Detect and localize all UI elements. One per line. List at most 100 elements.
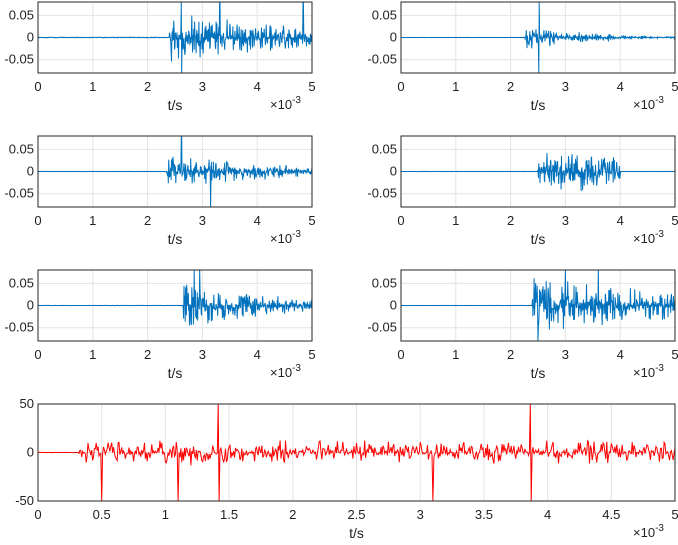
y-tick-label: -0.05 [367,52,397,67]
x-tick-label: 2 [144,79,151,94]
x-tick-label: 0 [34,213,41,228]
y-tick-label: 0 [27,164,34,179]
exponent-power: -3 [292,229,301,240]
exponent-base: ×10 [270,231,292,246]
x-tick-label: 1 [452,347,459,362]
x-tick-label: 0 [397,79,404,94]
exponent-base: ×10 [633,525,655,540]
x-tick-label: 0 [34,347,41,362]
series-line [38,404,675,501]
exponent-base: ×10 [633,231,655,246]
x-tick-label: 5 [671,213,678,228]
y-tick-label: -0.05 [4,320,34,335]
x-tick-label: 4 [254,347,261,362]
subplot-6: 0 1 2 3 4 50.050-0.05t/s ×10-3 [367,269,678,381]
series-line [38,136,312,207]
x-tick-label: 3 [562,79,569,94]
x-tick-label: 3.5 [475,507,493,522]
x-tick-label: 4 [254,79,261,94]
x-tick-label: 4 [617,347,624,362]
y-tick-label: -0.05 [4,186,34,201]
x-tick-label: 5 [308,213,315,228]
y-tick-label: 0.05 [372,141,397,156]
x-tick-label: 0.5 [93,507,111,522]
x-tick-label: 2 [507,213,514,228]
x-tick-label: 2 [507,347,514,362]
x-tick-label: 4 [617,79,624,94]
x-axis-label: t/s [349,525,364,541]
x-tick-label: 0 [397,347,404,362]
y-tick-label: 50 [20,396,34,411]
x-tick-label: 5 [308,79,315,94]
subplot-1: 0 1 2 3 4 50.050-0.05t/s ×10-3 [4,1,316,113]
x-tick-label: 2 [289,507,296,522]
x-tick-label: 4 [254,213,261,228]
x-tick-label: 4 [617,213,624,228]
x-axis-label: t/s [168,231,183,247]
y-tick-label: 0 [27,445,34,460]
exponent-power: -3 [292,95,301,106]
axes-box [400,135,676,208]
exponent-base: ×10 [270,97,292,112]
x-tick-label: 5 [671,79,678,94]
x-tick-label: 5 [671,347,678,362]
y-tick-label: -0.05 [4,52,34,67]
x-tick-label: 5 [671,507,678,522]
x-tick-label: 3 [199,213,206,228]
x-tick-label: 1 [452,79,459,94]
x-exponent-label: ×10-3 [270,95,301,112]
x-exponent-label: ×10-3 [270,363,301,380]
y-tick-label: 0.05 [372,7,397,22]
y-tick-label: 0.05 [9,275,34,290]
x-exponent-label: ×10-3 [633,229,664,246]
x-axis-label: t/s [168,365,183,381]
exponent-base: ×10 [633,97,655,112]
x-tick-label: 3 [199,79,206,94]
x-tick-label: 1 [89,79,96,94]
subplot-3: 0 1 2 3 4 50.050-0.05t/s ×10-3 [4,135,316,247]
series-line [401,2,675,73]
series-line [38,2,312,73]
y-tick-label: -0.05 [367,186,397,201]
x-tick-label: 1 [89,213,96,228]
x-axis-label: t/s [531,365,546,381]
axes-box [37,135,313,208]
x-tick-label: 1 [89,347,96,362]
x-tick-label: 0 [34,79,41,94]
subplot-2: 0 1 2 3 4 50.050-0.05t/s ×10-3 [367,1,678,113]
axes-box [37,269,313,342]
exponent-power: -3 [655,229,664,240]
exponent-power: -3 [655,95,664,106]
axes-box [400,1,676,74]
x-axis-label: t/s [168,97,183,113]
x-tick-label: 3 [417,507,424,522]
y-tick-label: 0.05 [9,7,34,22]
x-tick-label: 2 [144,213,151,228]
x-exponent-label: ×10-3 [633,363,664,380]
subplot-4: 0 1 2 3 4 50.050-0.05t/s ×10-3 [367,135,678,247]
y-tick-label: 0 [390,30,397,45]
x-axis-label: t/s [531,97,546,113]
axes-box [400,269,676,342]
x-exponent-label: ×10-3 [270,229,301,246]
exponent-power: -3 [292,363,301,374]
y-tick-label: 0.05 [9,141,34,156]
y-tick-label: 0 [390,298,397,313]
x-tick-label: 5 [308,347,315,362]
exponent-power: -3 [655,363,664,374]
x-tick-label: 2.5 [347,507,365,522]
y-tick-label: 0 [27,30,34,45]
x-exponent-label: ×10-3 [633,523,664,540]
y-tick-label: -50 [15,493,34,508]
exponent-base: ×10 [633,365,655,380]
x-tick-label: 2 [144,347,151,362]
y-tick-label: -0.05 [367,320,397,335]
exponent-base: ×10 [270,365,292,380]
x-tick-label: 4.5 [602,507,620,522]
x-tick-label: 1 [162,507,169,522]
x-tick-label: 1.5 [220,507,238,522]
axes-box [37,1,313,74]
x-tick-label: 2 [507,79,514,94]
x-tick-label: 0 [397,213,404,228]
